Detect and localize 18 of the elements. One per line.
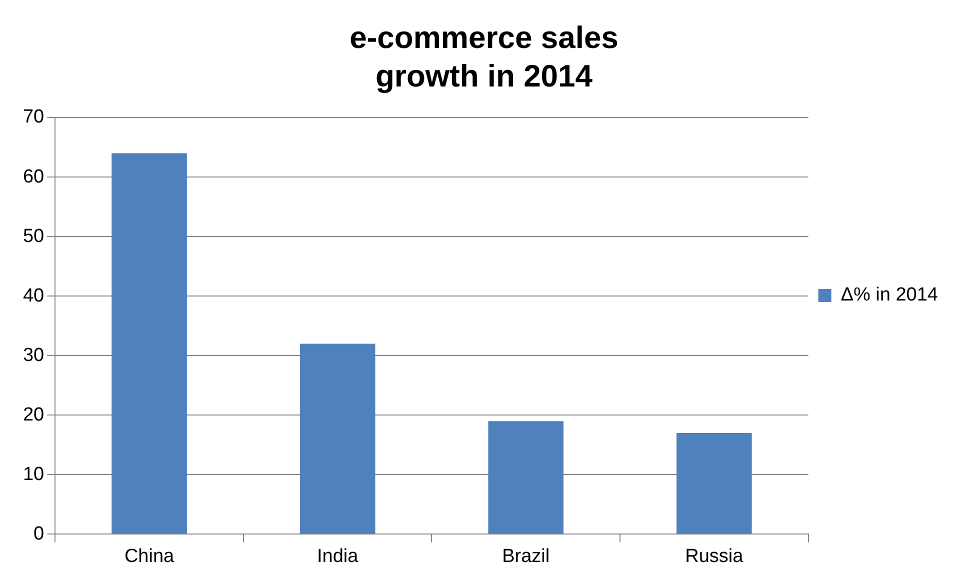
x-tick-label: Brazil	[502, 546, 550, 567]
y-tick-label: 60	[22, 166, 44, 188]
bar	[300, 344, 376, 534]
x-tick-label: Russia	[685, 546, 744, 567]
bar	[488, 421, 564, 534]
y-tick-label: 30	[22, 344, 44, 366]
y-tick-label: 70	[22, 106, 44, 128]
legend-label: Δ% in 2014	[840, 284, 938, 306]
bar	[112, 153, 187, 534]
y-tick-label: 0	[34, 523, 44, 544]
chart-title: e-commerce sales growth in 2014	[350, 20, 618, 94]
y-tick-label: 50	[22, 226, 44, 247]
x-tick-label: India	[316, 546, 359, 567]
y-tick-label: 10	[22, 464, 44, 485]
x-tick-label: China	[124, 546, 175, 567]
y-tick-label: 20	[22, 404, 44, 426]
bar	[676, 433, 752, 534]
y-tick-label: 40	[22, 285, 44, 306]
